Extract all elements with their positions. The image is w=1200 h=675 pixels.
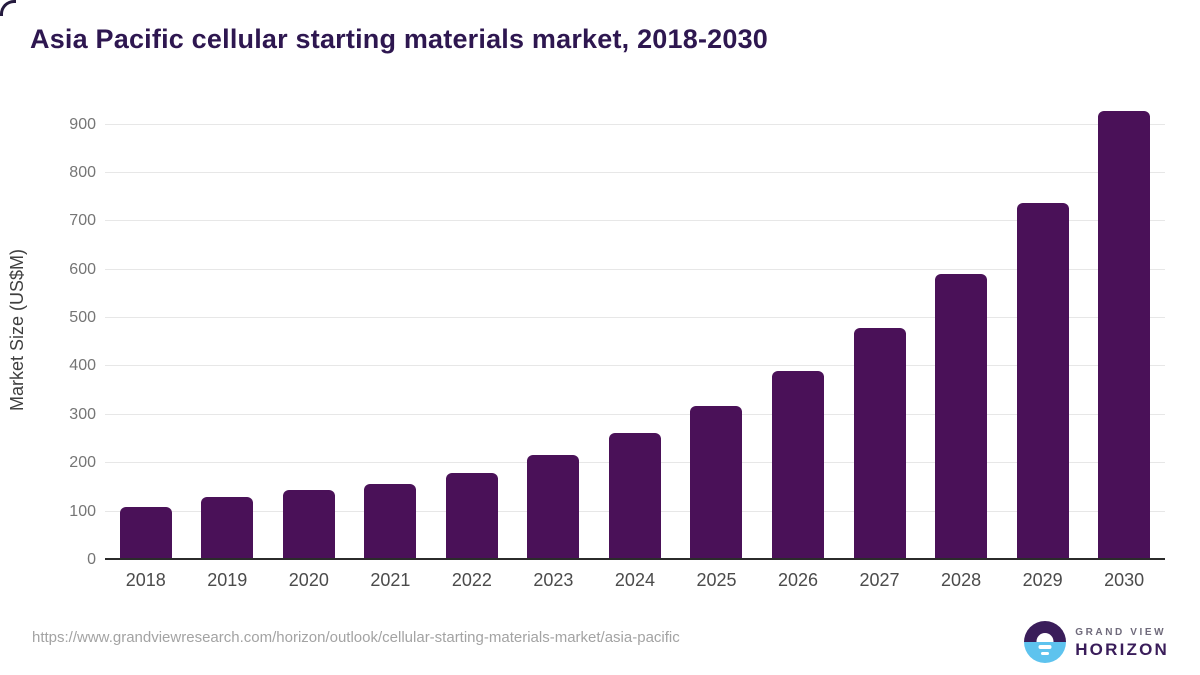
bar-2027 bbox=[853, 327, 906, 560]
bar-2023 bbox=[527, 454, 580, 560]
reflection-dash-2 bbox=[1041, 652, 1050, 655]
bar-2025 bbox=[690, 406, 743, 560]
gridline-600 bbox=[105, 268, 1165, 270]
y-axis-ticks: 0 100 200 300 400 500 600 700 800 900 bbox=[30, 100, 96, 568]
chart-title: Asia Pacific cellular starting materials… bbox=[30, 24, 769, 54]
x-tick-label-2022: 2022 bbox=[451, 570, 492, 590]
bar-2020 bbox=[282, 490, 335, 560]
x-tick-label-2021: 2021 bbox=[370, 570, 411, 590]
grand-view-horizon-logo: GRAND VIEW HORIZON bbox=[1024, 621, 1169, 663]
x-tick-label-2025: 2025 bbox=[696, 570, 737, 590]
y-tick-label-100: 100 bbox=[69, 502, 96, 520]
y-tick-label-700: 700 bbox=[69, 212, 96, 230]
bar-slot-2021 bbox=[350, 100, 432, 560]
gridline-300 bbox=[105, 413, 1165, 415]
horizon-sun-icon bbox=[1024, 621, 1067, 663]
bar-slot-2028 bbox=[920, 100, 1002, 560]
x-tick-label-2030: 2030 bbox=[1104, 570, 1145, 590]
y-tick-label-900: 900 bbox=[69, 115, 96, 133]
bar-slot-2023 bbox=[513, 100, 595, 560]
sun-dome-shape bbox=[1036, 633, 1054, 642]
plot-area bbox=[105, 100, 1165, 560]
source-url: https://www.grandviewresearch.com/horizo… bbox=[32, 629, 680, 646]
bar-2029 bbox=[1016, 202, 1069, 560]
x-tick-label-2024: 2024 bbox=[614, 570, 655, 590]
gridline-700 bbox=[105, 220, 1165, 222]
bar-slot-2026 bbox=[757, 100, 839, 560]
logo-grand-view-text: GRAND VIEW bbox=[1075, 626, 1167, 638]
x-tick-label-2028: 2028 bbox=[941, 570, 982, 590]
bar-slot-2019 bbox=[187, 100, 269, 560]
bar-slot-2020 bbox=[268, 100, 350, 560]
x-tick-label-2026: 2026 bbox=[777, 570, 819, 590]
gridline-500 bbox=[105, 317, 1165, 319]
gridline-400 bbox=[105, 365, 1165, 367]
bar-2028 bbox=[935, 273, 988, 560]
logo-text: GRAND VIEW HORIZON bbox=[1075, 626, 1169, 659]
bar-2024 bbox=[608, 433, 661, 560]
y-tick-label-600: 600 bbox=[69, 260, 96, 278]
bar-2022 bbox=[445, 472, 498, 560]
x-tick-label-2020: 2020 bbox=[288, 570, 329, 590]
bar-2021 bbox=[364, 483, 417, 560]
y-axis-title: Market Size (US$M) bbox=[0, 100, 34, 560]
y-tick-label-200: 200 bbox=[69, 454, 96, 472]
bar-slot-2029 bbox=[1002, 100, 1084, 560]
bar-slot-2022 bbox=[431, 100, 513, 560]
bar-slot-2018 bbox=[105, 100, 187, 560]
y-tick-label-300: 300 bbox=[69, 405, 96, 423]
y-tick-label-400: 400 bbox=[69, 357, 96, 375]
bar-slot-2025 bbox=[676, 100, 758, 560]
x-axis-line bbox=[105, 558, 1165, 560]
x-tick-label-2027: 2027 bbox=[859, 570, 900, 590]
y-tick-label-800: 800 bbox=[69, 163, 96, 181]
bar-2019 bbox=[201, 497, 254, 560]
x-tick-label-2023: 2023 bbox=[533, 570, 574, 590]
gridline-900 bbox=[105, 123, 1165, 125]
reflection-dash-1 bbox=[1038, 645, 1052, 649]
rounded-corner-artifact bbox=[0, 0, 16, 16]
x-tick-label-2019: 2019 bbox=[207, 570, 248, 590]
bars bbox=[105, 100, 1165, 560]
x-tick-label-2018: 2018 bbox=[125, 570, 166, 590]
bar-2018 bbox=[119, 506, 172, 560]
x-axis-labels: 2018 2019 2020 2021 2022 2023 2024 2025 2026 2027… bbox=[105, 570, 1165, 591]
bar-2030 bbox=[1098, 111, 1151, 560]
y-tick-label-500: 500 bbox=[69, 309, 96, 327]
gridline-800 bbox=[105, 171, 1165, 173]
y-tick-label-0: 0 bbox=[87, 551, 96, 568]
bar-2026 bbox=[772, 371, 825, 560]
bar-slot-2027 bbox=[839, 100, 921, 560]
bar-slot-2030 bbox=[1083, 100, 1165, 560]
y-axis-title-text: Market Size (US$M) bbox=[6, 248, 27, 412]
logo-horizon-text: HORIZON bbox=[1075, 639, 1169, 659]
bar-slot-2024 bbox=[594, 100, 676, 560]
x-tick-label-2029: 2029 bbox=[1022, 570, 1063, 590]
